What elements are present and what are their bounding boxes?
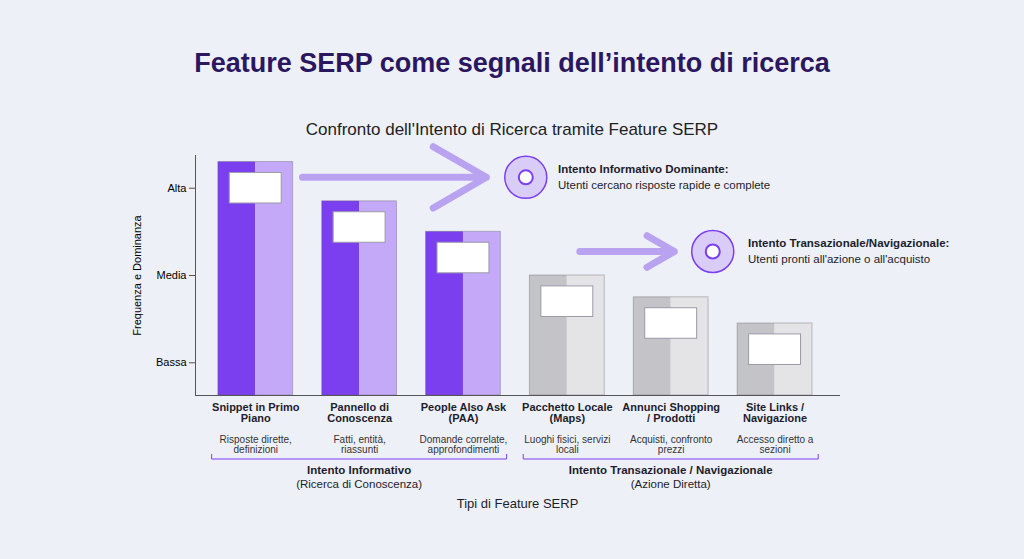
svg-text:Luoghi fisici, servizilocali: Luoghi fisici, servizilocali	[524, 434, 610, 455]
html-text:Confronto dell'Intento di Rice: Confronto dell'Intento di Ricerca tramit…	[305, 120, 719, 139]
svg-text:Annunci Shopping/ Prodotti: Annunci Shopping/ Prodotti	[622, 401, 720, 424]
svg-text:People Also Ask(PAA): People Also Ask(PAA)	[421, 401, 507, 424]
svg-text:Fatti, entità,riassunti: Fatti, entità,riassunti	[333, 434, 385, 455]
html-text:Feature SERP come segnali dell: Feature SERP come segnali dell’intento d…	[194, 48, 830, 78]
svg-text:Media: Media	[157, 269, 188, 281]
svg-text:Frequenza e Dominanza: Frequenza e Dominanza	[131, 214, 143, 335]
svg-text:Pannello diConoscenza: Pannello diConoscenza	[327, 401, 393, 424]
svg-text:Domande correlate,approfondime: Domande correlate,approfondimenti	[420, 434, 508, 455]
svg-text:Pacchetto Locale(Maps): Pacchetto Locale(Maps)	[522, 401, 612, 424]
svg-text:(Azione Diretta): (Azione Diretta)	[631, 478, 711, 490]
svg-text:Snippet in PrimoPiano: Snippet in PrimoPiano	[212, 401, 300, 424]
svg-text:Intento Transazionale/Navigazi: Intento Transazionale/Navigazionale:	[748, 237, 949, 249]
svg-text:Accesso diretto asezioni: Accesso diretto asezioni	[737, 434, 814, 455]
svg-text:Tipi di Feature SERP: Tipi di Feature SERP	[457, 496, 579, 511]
svg-text:Intento Informativo: Intento Informativo	[307, 464, 411, 476]
svg-text:(Ricerca di Conoscenza): (Ricerca di Conoscenza)	[296, 478, 422, 490]
svg-text:Utenti pronti all'azione o all: Utenti pronti all'azione o all'acquisto	[748, 253, 930, 265]
svg-text:Intento Transazionale / Naviga: Intento Transazionale / Navigazionale	[569, 464, 773, 476]
svg-text:Utenti cercano risposte rapide: Utenti cercano risposte rapide e complet…	[558, 179, 770, 191]
svg-text:Alta: Alta	[168, 182, 188, 194]
svg-text:Bassa: Bassa	[156, 356, 187, 368]
svg-text:Acquisti, confrontoprezzi: Acquisti, confrontoprezzi	[630, 434, 713, 455]
svg-text:Intento Informativo Dominante:: Intento Informativo Dominante:	[558, 163, 729, 175]
svg-text:Risposte dirette,definizioni: Risposte dirette,definizioni	[220, 434, 292, 455]
svg-text:Site Links /Navigazione: Site Links /Navigazione	[743, 401, 807, 424]
